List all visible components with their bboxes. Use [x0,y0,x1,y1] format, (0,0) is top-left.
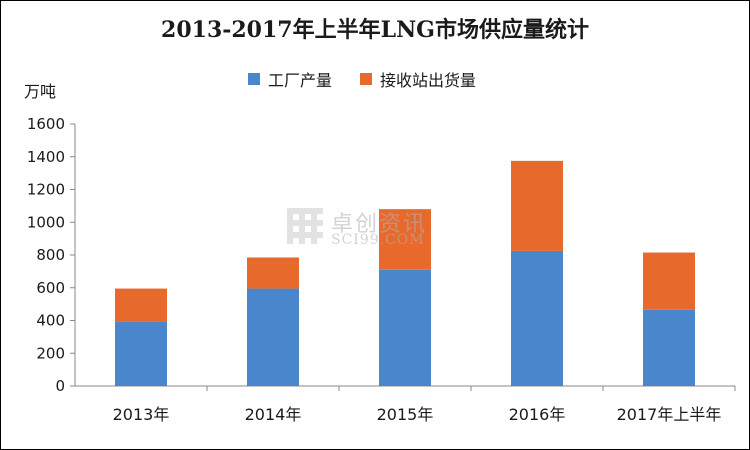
legend-label-factory: 工厂产量 [268,71,333,90]
y-tick-label: 600 [36,279,65,297]
x-tick-label: 2015年 [377,405,434,424]
y-tick-label: 0 [55,377,65,395]
bars [115,160,695,386]
y-tick-label: 1600 [27,115,65,133]
bar-segment-factory [247,288,299,386]
legend-swatch-factory [248,73,260,85]
y-tick-label: 400 [36,312,65,330]
chart-title: 2013-2017年上半年LNG市场供应量统计 [161,17,589,43]
tick-labels: 0 200 400 600 800 1000 1200 1400 1600 2013年 2014年 2… [27,115,722,424]
y-tick-label: 200 [36,344,65,362]
x-tick-label: 2013年 [113,405,170,424]
x-tick-label: 2017年上半年 [617,405,722,424]
legend-item-terminal: 接收站出货量 [360,67,476,91]
legend-swatch-terminal [360,73,373,85]
legend: 工厂产量 接收站出货量 [248,64,476,94]
bar-segment-factory [511,250,563,386]
bar-segment-terminal [511,160,563,251]
bar-segment-terminal [115,288,167,322]
bar-segment-factory [115,321,167,386]
y-tick-label: 1400 [27,148,65,166]
y-tick-label: 1000 [27,213,65,231]
bar-segment-factory [643,309,695,386]
y-axis-unit-label: 万吨 [24,82,57,101]
x-tick-label: 2014年 [245,405,302,424]
bar-segment-terminal [643,252,695,310]
y-tick-label: 1200 [27,181,65,199]
bar-segment-factory [379,269,431,386]
bar-segment-terminal [379,209,431,270]
legend-item-factory: 工厂产量 [248,67,332,91]
y-tick-label: 800 [36,246,65,264]
bar-segment-terminal [247,257,299,289]
legend-label-terminal: 接收站出货量 [380,71,477,90]
x-tick-label: 2016年 [509,405,566,424]
